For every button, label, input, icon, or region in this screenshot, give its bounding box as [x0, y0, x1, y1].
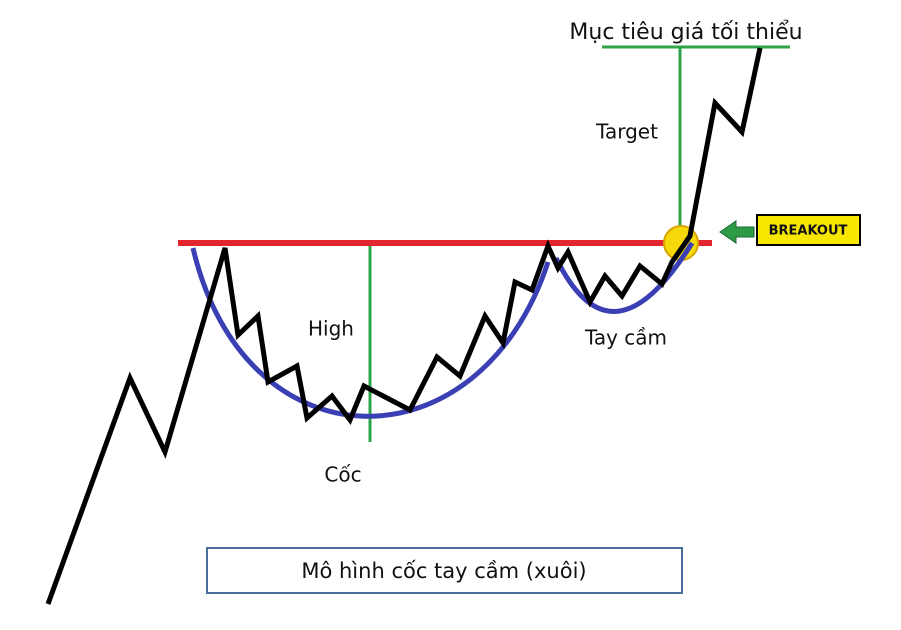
high-label: High	[308, 317, 354, 341]
price-line	[45, 47, 763, 605]
breakout-arrow	[719, 220, 755, 244]
cup-curve	[190, 247, 551, 419]
breakout-box	[756, 214, 861, 246]
title: Mục tiêu giá tối thiểu	[569, 20, 802, 45]
breakout-label: BREAKOUT	[769, 224, 848, 239]
caption-box	[206, 547, 683, 594]
cup-label: Cốc	[324, 463, 361, 487]
target-label: Target	[595, 120, 658, 144]
handle-curve	[553, 241, 695, 314]
caption: Mô hình cốc tay cầm (xuôi)	[301, 559, 586, 583]
handle-label: Tay cầm	[584, 326, 667, 350]
